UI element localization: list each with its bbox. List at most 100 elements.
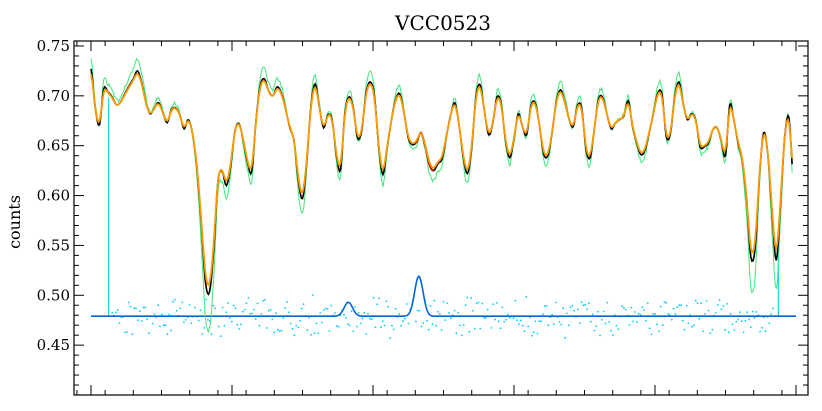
residual-point <box>326 308 329 310</box>
x-axis-ticks <box>76 41 797 395</box>
residual-point <box>565 312 568 315</box>
residual-point <box>348 324 351 327</box>
residual-point <box>602 310 605 313</box>
emission-fit-line <box>91 275 796 317</box>
residual-point <box>652 313 655 315</box>
residual-point <box>280 329 283 332</box>
residual-point <box>641 306 644 309</box>
residual-point <box>311 294 314 296</box>
y-axis-label: counts <box>5 195 24 249</box>
residual-point <box>243 308 246 311</box>
residual-point <box>214 307 217 310</box>
residual-point <box>735 320 738 323</box>
residual-point <box>276 328 279 331</box>
residual-point <box>230 320 233 323</box>
residual-point <box>759 330 761 333</box>
residual-point <box>693 324 695 327</box>
residual-point <box>702 330 704 333</box>
residual-point <box>490 327 493 329</box>
residual-point <box>387 305 390 308</box>
residual-point <box>761 326 763 329</box>
plot-frame <box>73 40 809 396</box>
residual-point <box>669 314 671 316</box>
residual-point <box>753 316 756 319</box>
residual-point <box>597 310 599 313</box>
residual-point <box>288 311 290 314</box>
residual-point <box>532 331 535 334</box>
residual-point <box>229 316 231 319</box>
residual-point <box>612 334 614 336</box>
residual-point <box>623 306 625 309</box>
residual-point <box>731 323 734 326</box>
residual-point <box>356 325 358 328</box>
residual-point <box>405 303 408 305</box>
residual-point <box>315 322 318 325</box>
residual-point <box>497 320 500 323</box>
residual-point <box>674 313 677 316</box>
residual-point <box>427 328 430 331</box>
residual-point <box>772 307 774 310</box>
residual-point <box>173 298 176 301</box>
residual-point <box>545 304 548 307</box>
residual-point <box>212 304 215 307</box>
residual-point <box>547 324 550 327</box>
residual-point <box>659 305 662 308</box>
residual-point <box>183 321 185 323</box>
residual-point <box>715 312 717 314</box>
residual-point <box>227 302 230 304</box>
residual-point <box>709 332 712 334</box>
residual-point <box>335 325 338 327</box>
residual-point <box>275 312 277 314</box>
residual-point <box>580 301 583 303</box>
residual-point <box>394 307 397 310</box>
residual-point <box>687 322 690 325</box>
residual-point <box>446 302 449 305</box>
residual-point <box>680 304 682 307</box>
residual-point <box>656 323 658 326</box>
residual-point <box>299 320 301 322</box>
residual-point <box>472 309 474 312</box>
residual-point <box>369 317 371 320</box>
residual-point <box>505 318 507 321</box>
residual-point <box>751 310 754 313</box>
residual-point <box>744 319 747 322</box>
residual-point <box>742 331 745 334</box>
residual-point <box>264 298 266 301</box>
residual-point <box>219 335 222 337</box>
residual-point <box>595 325 598 327</box>
y-tick-label: 0.70 <box>37 87 70 105</box>
residual-point <box>116 309 119 311</box>
residual-point <box>483 316 485 319</box>
residual-point <box>525 295 528 298</box>
residual-point <box>127 301 130 304</box>
residual-point <box>144 306 147 309</box>
residual-point <box>179 307 182 310</box>
residual-point <box>159 325 161 328</box>
residual-point <box>584 303 587 306</box>
residual-point <box>400 324 403 327</box>
residual-point <box>234 307 237 310</box>
residual-point <box>551 313 553 316</box>
residual-point <box>523 330 526 333</box>
residual-point <box>166 333 169 336</box>
residual-point <box>240 323 242 326</box>
residual-point <box>258 324 261 327</box>
residual-point <box>516 319 518 322</box>
residual-point <box>210 333 213 336</box>
y-tick-label: 0.65 <box>37 137 70 155</box>
residual-point <box>494 318 496 321</box>
residual-point <box>313 332 316 335</box>
residual-point <box>464 304 467 307</box>
residual-point <box>381 320 384 323</box>
residual-point <box>205 298 207 301</box>
residual-point <box>346 323 349 325</box>
residual-point <box>560 323 563 326</box>
residual-point <box>499 327 502 330</box>
residual-point <box>175 309 178 312</box>
residual-point <box>634 311 636 313</box>
residual-point <box>383 324 386 327</box>
residual-point <box>269 308 272 311</box>
residual-point <box>354 305 356 308</box>
residual-point <box>361 317 364 320</box>
residual-point <box>685 305 688 307</box>
